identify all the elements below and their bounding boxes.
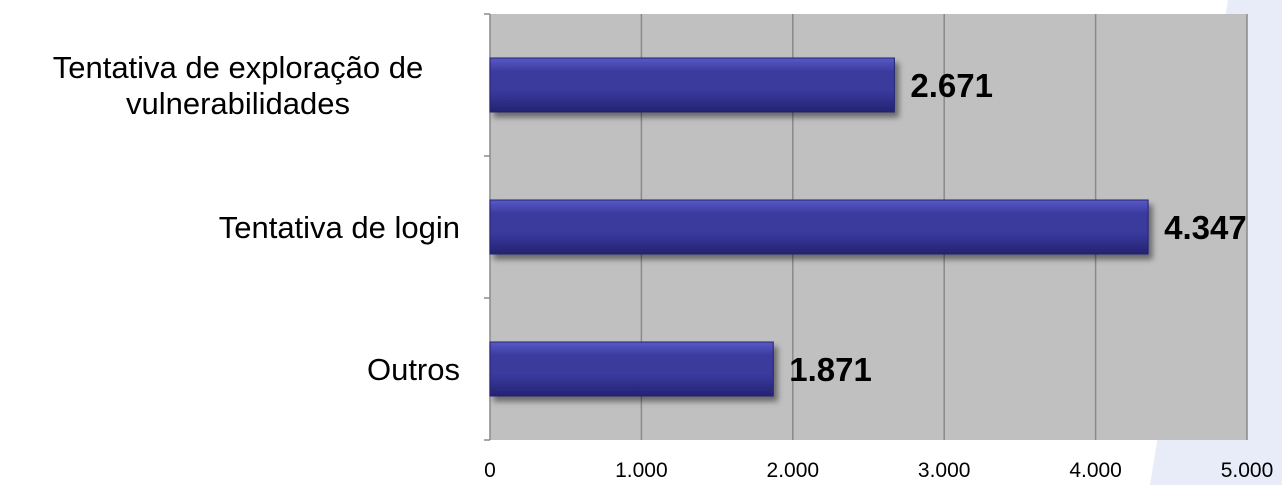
bar [489,199,1149,255]
bars [489,57,1149,397]
category-label: Tentativa de login [219,210,460,245]
y-axis [484,13,491,441]
bar [489,57,895,113]
x-tick-label: 0 [484,459,496,482]
data-labels: 2.671 4.347 1.871 [789,67,1246,388]
bar [489,341,774,397]
data-label: 2.671 [910,67,993,104]
data-label: 1.871 [789,351,872,388]
category-label: Outros [367,352,460,387]
x-tick-label: 1.000 [615,459,668,482]
category-label: Tentativa de exploração de vulnerabilidad… [53,50,424,121]
x-tick-label: 5.000 [1221,459,1274,482]
category-labels: Tentativa de exploração de vulnerabilidad… [53,50,460,387]
x-tick-label: 3.000 [918,459,971,482]
x-tick-label: 4.000 [1069,459,1122,482]
x-tick-label: 2.000 [767,459,820,482]
x-tick-labels: 0 1.000 2.000 3.000 4.000 5.000 [484,459,1273,482]
data-label: 4.347 [1164,209,1247,246]
